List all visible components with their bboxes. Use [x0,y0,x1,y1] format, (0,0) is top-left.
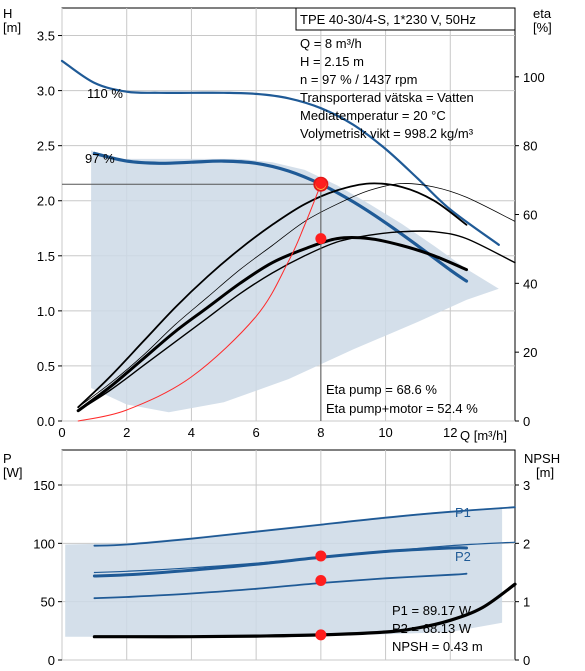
top-y-left-tick-label: 1.0 [37,304,55,319]
top-x-tick-label: 10 [378,425,392,440]
p1-duty-point [315,550,327,562]
npsh-duty-point [315,629,327,641]
top-y-right-tick-label: 100 [523,70,545,85]
curve-label-p2: P2 [455,549,471,564]
bottom-operating-points [315,550,327,641]
eta-pump-point [315,178,327,190]
top-tick-labels: 0 2 4 6 8 10 12 0.0 0.5 1.0 1.5 2.0 2.5 3.0 3.5 0 20 40 60… [37,29,545,440]
p2-value-label: P2 = 68.13 W [392,621,472,636]
top-left-axis-bracket: [m] [3,20,21,35]
curve-head-97 [92,151,469,283]
head-efficiency-chart: 0 2 4 6 8 10 12 0.0 0.5 1.0 1.5 2.0 2.5 3.0 3.5 0 20 40 60… [3,6,552,443]
top-y-left-tick-label: 2.0 [37,194,55,209]
bottom-right-axis-unit: NPSH [524,451,560,466]
bottom-tick-labels: 0 50 100 150 0 1 2 3 [33,478,530,668]
top-x-tick-label: 0 [58,425,65,440]
eta-pump-label: Eta pump = 68.6 % [326,382,437,397]
curve-label-p1: P1 [455,505,471,520]
info-line-density: Volymetrisk vikt = 998.2 kg/m³ [300,126,474,141]
top-y-right-tick-label: 40 [523,276,537,291]
top-y-right-tick-label: 60 [523,208,537,223]
npsh-value-label: NPSH = 0.43 m [392,639,483,654]
curve-p1 [93,506,516,547]
power-npsh-chart: 0 50 100 150 0 1 2 3 P [W] NPSH [m] P1 P2 P1 = … [3,449,560,668]
info-line-speed: n = 97 % / 1437 rpm [300,72,417,87]
info-line-head: H = 2.15 m [300,54,364,69]
info-line-flow: Q = 8 m³/h [300,36,362,51]
top-y-left-tick-label: 0.0 [37,414,55,429]
top-y-left-tick-label: 0.5 [37,359,55,374]
curve-p2 [93,541,516,574]
info-line-liquid: Transporterad vätska = Vatten [300,90,474,105]
p2-duty-point [315,575,327,587]
curve-eta-pump-motor-thin [77,230,516,412]
top-x-tick-label: 12 [443,425,457,440]
curve-label-97: 97 % [85,151,115,166]
top-series-group [60,59,516,422]
top-y-left-tick-label: 1.5 [37,249,55,264]
bottom-right-axis-bracket: [m] [536,465,554,480]
bottom-y-left-tick-label: 150 [33,478,55,493]
bottom-y-right-tick-label: 3 [523,478,530,493]
curve-p2-duty [93,572,468,600]
top-x-tick-label: 4 [188,425,195,440]
top-y-right-tick-label: 20 [523,345,537,360]
curve-head-110 [60,59,500,246]
top-operating-area [91,150,499,413]
top-right-axis-bracket: [%] [533,20,552,35]
bottom-series-group [92,506,517,639]
top-y-left-tick-label: 3.5 [37,29,55,44]
curve-npsh [92,582,517,639]
curve-eta-pump-motor [76,236,468,413]
top-x-tick-label: 6 [253,425,260,440]
info-box [295,7,516,31]
curve-eta-pump [77,182,468,409]
top-x-tick-label: 2 [123,425,130,440]
info-line-temperature: Mediatemperatur = 20 °C [300,108,446,123]
top-x-tick-label: 8 [317,425,324,440]
bottom-y-left-tick-label: 100 [33,536,55,551]
curve-eta-pump-thin [77,183,516,408]
top-right-axis-unit: eta [533,6,552,21]
bottom-y-left-tick-label: 0 [48,653,55,668]
bottom-y-right-tick-label: 2 [523,536,530,551]
top-y-right-tick-label: 80 [523,139,537,154]
bottom-left-axis-unit: P [3,451,12,466]
eta-pump-motor-label: Eta pump+motor = 52.4 % [326,401,478,416]
top-x-axis-label: Q [m³/h] [460,428,507,443]
eta-pump-motor-point [315,233,327,245]
top-operating-points [313,176,329,245]
top-y-left-tick-label: 3.0 [37,84,55,99]
p1-value-label: P1 = 89.17 W [392,603,472,618]
top-left-axis-unit: H [3,6,12,21]
info-box-title: TPE 40-30/4-S, 1*230 V, 50Hz [300,12,476,27]
bottom-y-right-tick-label: 1 [523,595,530,610]
bottom-left-axis-bracket: [W] [3,465,23,480]
curve-system [77,183,322,422]
top-y-right-tick-label: 0 [523,414,530,429]
bottom-y-left-tick-label: 50 [41,595,55,610]
bottom-y-right-tick-label: 0 [523,653,530,668]
top-y-left-tick-label: 2.5 [37,139,55,154]
curve-label-110: 110 % [87,86,123,101]
